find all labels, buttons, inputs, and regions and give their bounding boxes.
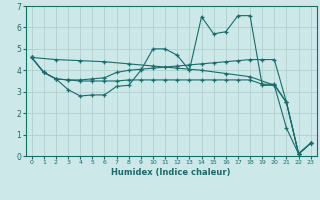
X-axis label: Humidex (Indice chaleur): Humidex (Indice chaleur) <box>111 168 231 177</box>
